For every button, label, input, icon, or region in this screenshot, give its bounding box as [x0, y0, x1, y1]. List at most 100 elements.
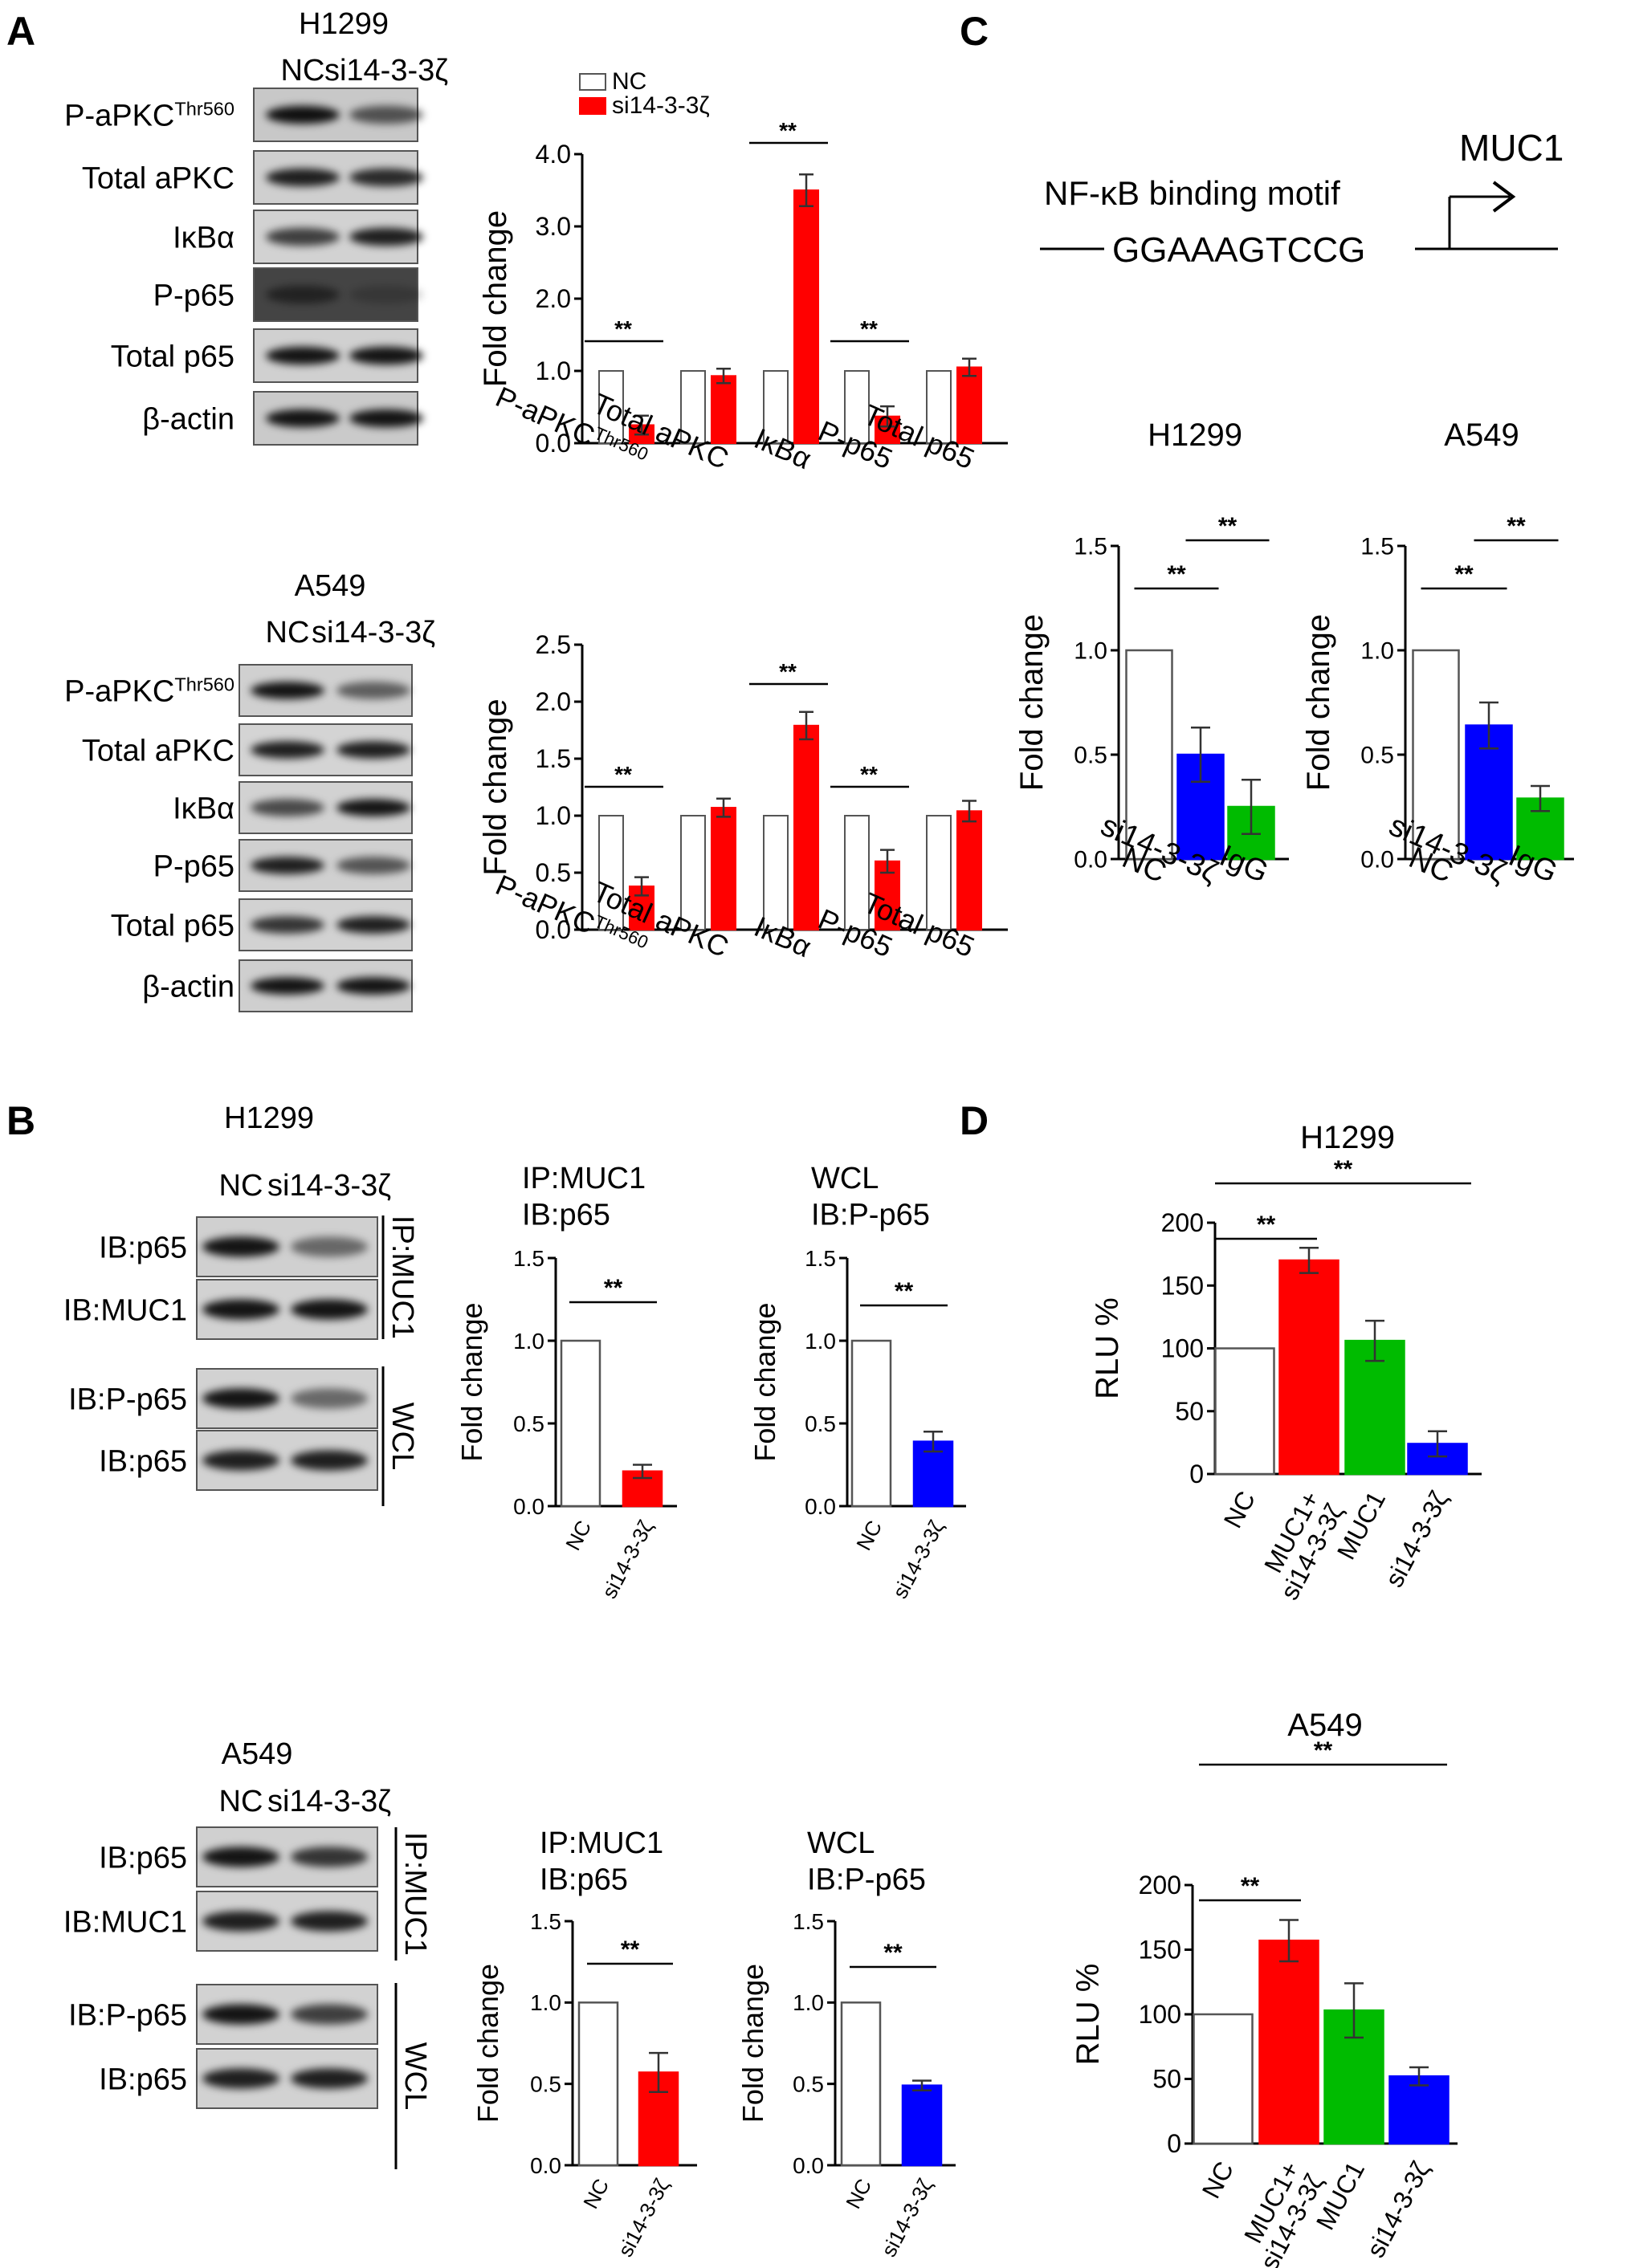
bar-0-0: [598, 370, 624, 444]
blot-b-a549-row-label-1: IB:MUC1: [63, 1906, 187, 1940]
y-tick-label-1: 0.5: [805, 1411, 836, 1436]
y-tick-label-1: 0.5: [536, 858, 571, 887]
y-tick-label-4: 2.0: [536, 687, 571, 716]
blot-a-a549-band-2-1: [336, 799, 410, 816]
error-bar-1-0: [634, 414, 649, 436]
blot-a-a549-band-0-1: [336, 682, 410, 699]
chart-title-0: WCL: [807, 1826, 875, 1860]
blot-b-a549-band-3-0: [202, 2068, 279, 2089]
blot-a-a549-lane-0: NC: [266, 616, 310, 649]
blot-a-a549-row-label-1: Total aPKC: [82, 735, 234, 768]
blot-b-a549-band-3-1: [291, 2068, 368, 2089]
y-tick-label-3: 1.5: [805, 1246, 836, 1271]
y-axis-label: Fold change: [1014, 614, 1050, 791]
y-axis-label: RLU %: [1090, 1297, 1125, 1399]
blot-b-a549-lane-1: si14-3-3ζ: [267, 1785, 391, 1818]
y-tick-label-2: 1.0: [793, 1990, 824, 2015]
motif-schematic: NF-κB binding motif GGAAAGTCCG MUC1: [1040, 127, 1564, 270]
blot-a-a549-row-label-5: β-actin: [142, 971, 234, 1004]
blot-b-a549-band-1-1: [291, 1911, 368, 1932]
bar-0-4: [926, 815, 952, 930]
bar-0: [1412, 649, 1460, 861]
motif-sequence: GGAAAGTCCG: [1112, 230, 1365, 270]
blot-a-h1299-row-label-0: P-aPKCThr560: [64, 99, 234, 133]
category-label-0: NC: [561, 1517, 596, 1554]
category-label-0: NC: [1218, 1486, 1261, 1533]
blot-a-a549-band-3-1: [336, 857, 410, 874]
y-tick-label-3: 150: [1139, 1936, 1181, 1965]
blot-a-h1299-band-4-0: [266, 346, 340, 365]
significance-label-2: **: [860, 316, 878, 341]
error-bar-1: [912, 2079, 932, 2092]
bar-3: [1388, 2075, 1450, 2145]
blot-a-h1299-band-2-0: [266, 227, 340, 246]
category-label-1: si14-3-3ζ: [613, 2175, 674, 2261]
category-label-3: si14-3-3ζ: [1360, 2156, 1435, 2262]
significance-label-1: **: [779, 118, 797, 143]
blot-b-a549-lane-0: NC: [219, 1785, 263, 1818]
significance-label-0: **: [895, 1278, 914, 1305]
bar-1: [901, 2084, 943, 2167]
y-tick-label-2: 1.0: [536, 801, 571, 830]
blot-b-h1299-group-label-1: WCL: [385, 1403, 419, 1470]
y-tick-label-3: 1.5: [536, 744, 571, 773]
y-tick-label-2: 1.0: [530, 1990, 561, 2015]
significance-label-0: **: [1241, 1873, 1260, 1900]
chart-title-0: H1299: [1148, 417, 1242, 453]
chart-title-0: H1299: [1300, 1120, 1395, 1155]
blot-a-a549-lane-1: si14-3-3ζ: [312, 616, 435, 649]
y-tick-label-3: 3.0: [536, 212, 571, 241]
bar-0-0: [598, 815, 624, 930]
significance-label-0: **: [1167, 561, 1186, 588]
chart-title-1: IB:P-p65: [811, 1199, 930, 1232]
y-tick-label-1: 0.5: [1360, 743, 1394, 769]
blot-a-h1299-band-5-0: [266, 409, 340, 428]
blot-b-h1299-row-label-0: IB:p65: [99, 1232, 187, 1265]
chart-b-h1299-wcl: 0.0 0.5 1.0 1.5 Fold change WCL IB:P-p65 NC si14…: [748, 1162, 966, 1602]
error-bar-1: [633, 1464, 652, 1480]
blot-a-h1299-row-label-5: β-actin: [142, 403, 234, 437]
y-tick-label-2: 1.0: [1360, 638, 1394, 665]
y-tick-label-3: 1.5: [793, 1909, 824, 1934]
y-tick-label-4: 200: [1139, 1871, 1181, 1900]
bar-1-2: [793, 189, 819, 444]
significance-label-0: **: [883, 1940, 903, 1966]
significance-label-2: **: [860, 762, 878, 787]
blot-a-h1299-band-1-1: [349, 168, 423, 187]
y-tick-label-4: 200: [1161, 1208, 1204, 1237]
error-bar-1: [1279, 1919, 1299, 1963]
bar-0-3: [844, 815, 870, 930]
y-tick-label-3: 150: [1161, 1271, 1204, 1300]
error-bar-2: [1365, 1319, 1384, 1362]
blot-b-a549-row-label-0: IB:p65: [99, 1842, 187, 1875]
error-bar-1-2: [799, 173, 813, 208]
significance-label-0: **: [621, 1936, 640, 1963]
y-tick-label-1: 50: [1152, 2065, 1181, 2094]
error-bar-1-0: [634, 876, 649, 897]
error-bar-1-3: [880, 849, 895, 874]
blot-a-a549-row-label-2: IκBα: [173, 792, 234, 826]
legend-label-1: si14-3-3ζ: [612, 92, 710, 119]
blot-b-h1299-band-1-0: [202, 1299, 279, 1320]
blot-b-a549-band-1-0: [202, 1911, 279, 1932]
bar-0-2: [763, 815, 789, 930]
significance-label-1: **: [1314, 1737, 1333, 1764]
error-bar-3: [1409, 2066, 1429, 2087]
error-bar-1: [1479, 701, 1498, 750]
y-tick-label-0: 0.0: [530, 2153, 561, 2178]
y-tick-label-1: 1.0: [536, 356, 571, 385]
bar-0-2: [763, 370, 789, 444]
blot-b-a549-row-label-3: IB:p65: [99, 2063, 187, 2097]
blot-a-a549-band-1-1: [336, 741, 410, 759]
y-tick-label-3: 1.5: [1360, 534, 1394, 560]
bar-0-1: [680, 370, 706, 444]
blot-a-h1299-lane-0: NC: [281, 54, 325, 88]
gene-label: MUC1: [1459, 127, 1564, 169]
blot-a-h1299-band-5-1: [349, 409, 423, 428]
motif-label: NF-κB binding motif: [1044, 174, 1340, 212]
